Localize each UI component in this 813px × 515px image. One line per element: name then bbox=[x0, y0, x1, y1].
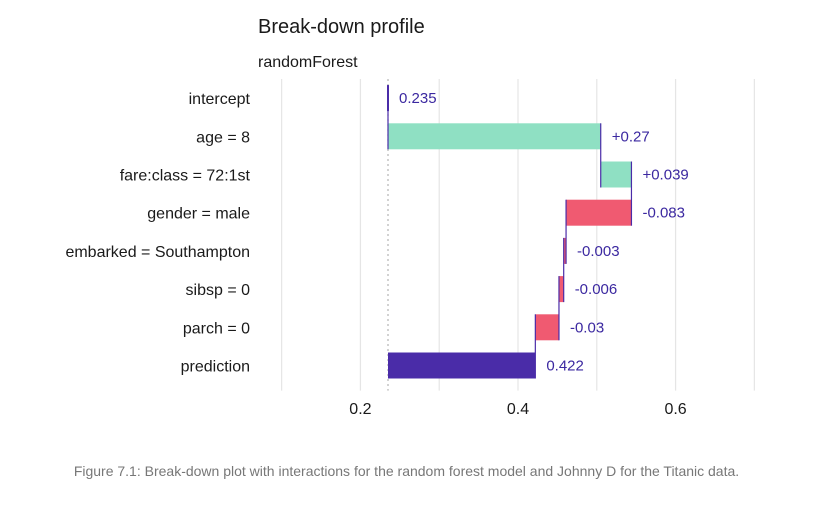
category-label-6: parch = 0 bbox=[183, 320, 250, 337]
category-label-5: sibsp = 0 bbox=[186, 282, 251, 299]
x-tick-label-0: 0.2 bbox=[349, 401, 371, 418]
x-axis-ticks: 0.2 0.4 0.6 bbox=[349, 401, 686, 418]
bar-5 bbox=[558, 276, 564, 303]
data-labels: 0.235 +0.27 +0.039 -0.083 -0.003 -0.006 -0.03 0… bbox=[399, 90, 689, 374]
bar-1 bbox=[388, 123, 601, 150]
figure-caption-text: Figure 7.1: Break-down plot with interac… bbox=[73, 463, 740, 479]
chart-title: Break-down profile bbox=[258, 16, 425, 38]
category-label-4: embarked = Southampton bbox=[65, 244, 250, 261]
bar-4 bbox=[563, 237, 567, 264]
category-labels: intercept age = 8 fare:class = 72:1st gende… bbox=[65, 91, 250, 375]
data-label-4: -0.003 bbox=[577, 243, 620, 260]
connector-lines bbox=[387, 85, 633, 379]
category-label-0: intercept bbox=[189, 91, 251, 108]
chart-subtitle: randomForest bbox=[258, 54, 358, 71]
bar-6 bbox=[535, 314, 559, 341]
category-label-1: age = 8 bbox=[196, 129, 250, 146]
figure-caption: Figure 7.1: Break-down plot with interac… bbox=[0, 457, 813, 485]
bar-7 bbox=[388, 352, 536, 379]
break-down-chart: Break-down profile randomForest intercep… bbox=[65, 16, 755, 418]
x-tick-label-1: 0.4 bbox=[507, 401, 529, 418]
data-label-2: +0.039 bbox=[642, 167, 688, 184]
data-label-1: +0.27 bbox=[612, 128, 650, 145]
data-label-0: 0.235 bbox=[399, 90, 437, 107]
data-label-6: -0.03 bbox=[570, 319, 604, 336]
bar-2 bbox=[600, 161, 632, 188]
bars bbox=[387, 85, 632, 379]
category-label-7: prediction bbox=[181, 359, 250, 376]
x-tick-label-2: 0.6 bbox=[664, 401, 686, 418]
bar-3 bbox=[566, 199, 632, 226]
data-label-7: 0.422 bbox=[546, 358, 584, 375]
data-label-5: -0.006 bbox=[575, 281, 618, 298]
category-label-2: fare:class = 72:1st bbox=[120, 168, 251, 185]
category-label-3: gender = male bbox=[147, 206, 250, 223]
data-label-3: -0.083 bbox=[642, 205, 685, 222]
